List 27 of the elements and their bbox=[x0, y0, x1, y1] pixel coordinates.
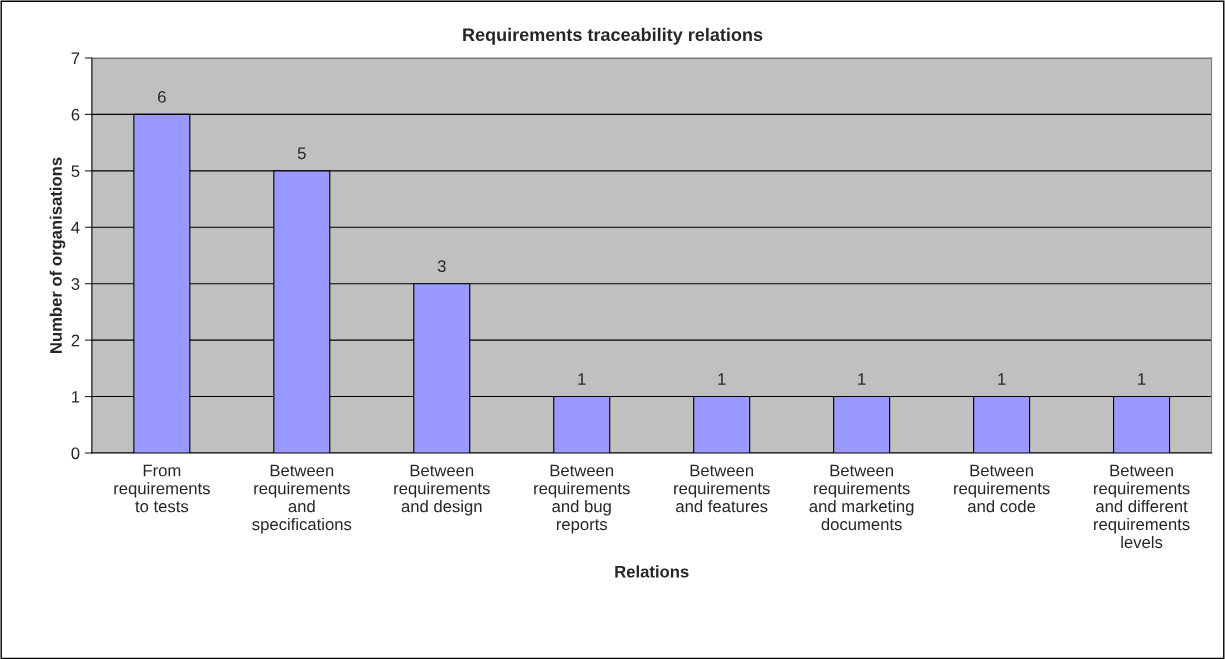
x-tick-label: Between requirements and different requirements levels bbox=[1094, 464, 1190, 549]
x-tick-label: Between requirements and features bbox=[674, 464, 770, 513]
data-label: 1 bbox=[998, 373, 1006, 385]
y-tick-label: 2 bbox=[71, 334, 80, 347]
y-tick-label: 6 bbox=[71, 108, 80, 121]
y-tick-label: 1 bbox=[72, 391, 80, 403]
data-label: 1 bbox=[858, 373, 866, 385]
y-tick-label: 3 bbox=[71, 278, 80, 290]
x-tick-label: Between requirements and bug reports bbox=[534, 464, 630, 534]
x-tick-label: Between requirements and marketing documents bbox=[809, 464, 914, 531]
x-tick-label: Between requirements and specifications bbox=[252, 464, 352, 534]
y-tick-label: 7 bbox=[71, 52, 80, 65]
data-label: 1 bbox=[718, 373, 726, 385]
data-label: 3 bbox=[437, 260, 446, 273]
x-axis-title: Relations bbox=[615, 565, 689, 578]
x-tick-label: Between requirements and design bbox=[394, 464, 490, 516]
chart-title: Requirements traceability relations bbox=[463, 27, 763, 45]
y-tick-label: 5 bbox=[71, 165, 80, 178]
y-tick-label: 0 bbox=[71, 447, 80, 460]
x-tick-label: Between requirements and code bbox=[954, 464, 1050, 513]
data-label: 6 bbox=[158, 90, 166, 103]
y-tick-label: 4 bbox=[71, 221, 80, 234]
data-label: 5 bbox=[297, 147, 306, 160]
x-tick-label: From requirements to tests bbox=[114, 464, 210, 513]
y-axis-title: Number of organisations bbox=[49, 157, 66, 353]
data-label: 1 bbox=[578, 373, 586, 385]
data-label: 1 bbox=[1138, 373, 1146, 385]
